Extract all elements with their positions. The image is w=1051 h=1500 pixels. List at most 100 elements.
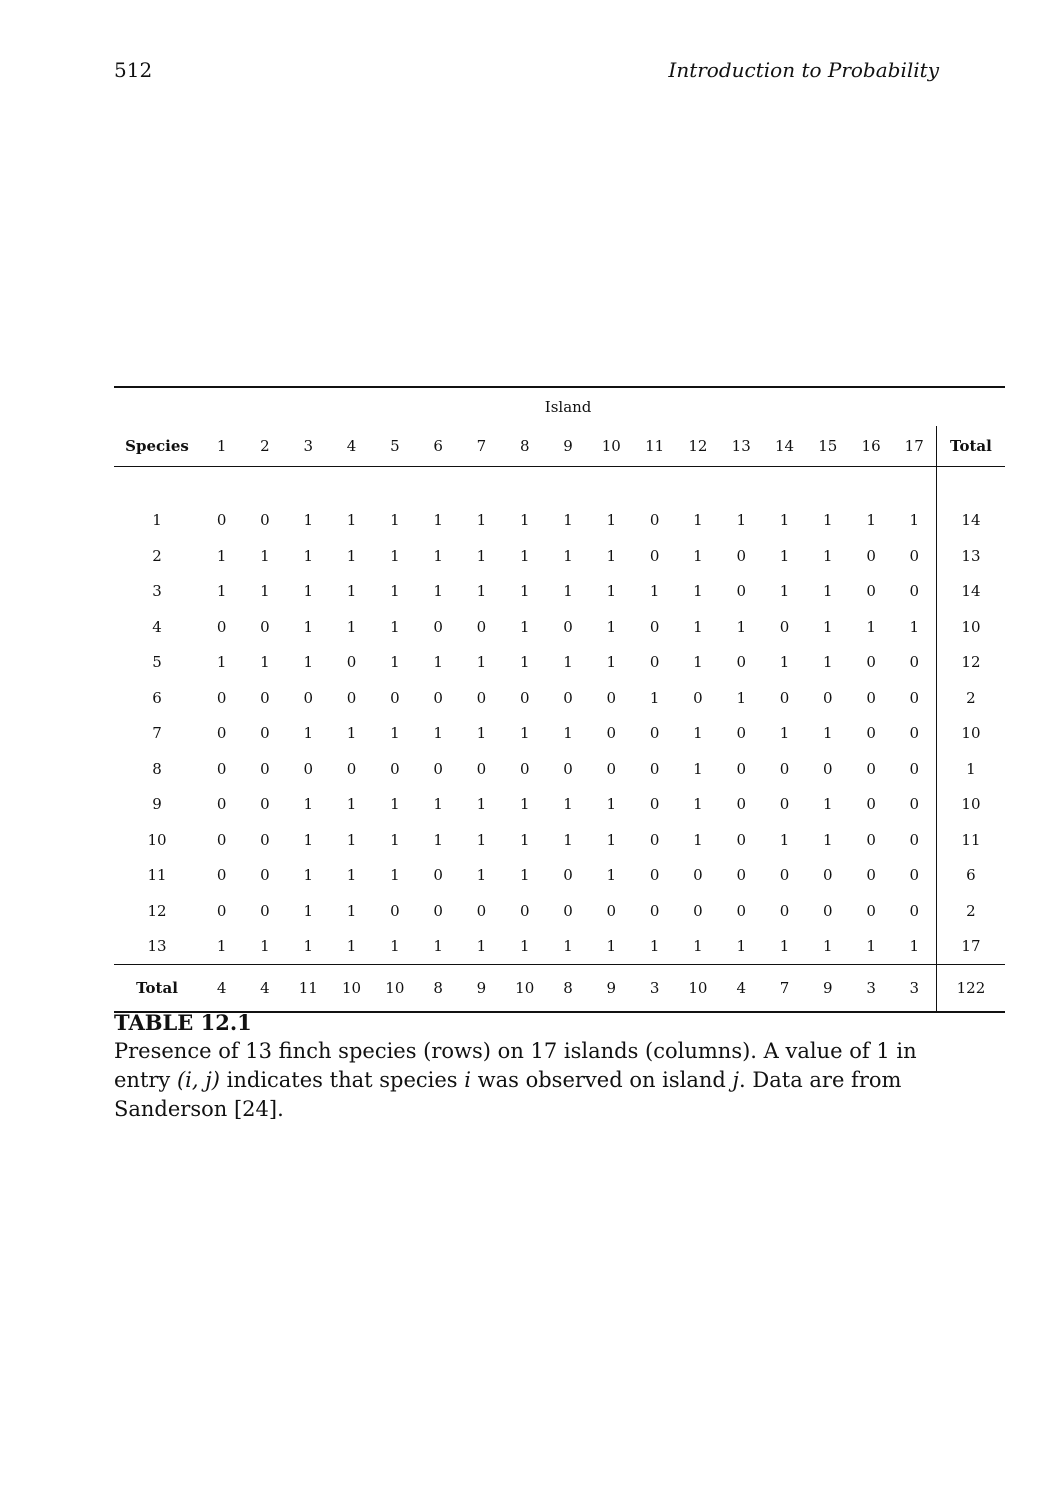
presence-cell: 0 xyxy=(823,759,833,778)
presence-cell: 1 xyxy=(909,617,919,636)
presence-cell: 1 xyxy=(390,582,400,601)
presence-cell: 1 xyxy=(433,830,443,849)
row-total-cell: 10 xyxy=(935,715,1006,751)
presence-cell: 0 xyxy=(260,866,270,885)
presence-cell: 1 xyxy=(216,653,227,672)
presence-cell: 1 xyxy=(693,546,703,565)
total-row: Total 4 4 11 10 10 8 9 10 8 9 3 10 4 7 9 3 3 122 xyxy=(114,964,1006,1013)
presence-cell: 1 xyxy=(476,546,487,565)
presence-cell: 1 xyxy=(346,901,357,920)
presence-cell: 0 xyxy=(390,759,400,778)
presence-cell: 0 xyxy=(909,582,919,601)
presence-cell: 1 xyxy=(303,546,314,565)
presence-cell: 1 xyxy=(433,937,443,956)
presence-cell: 0 xyxy=(866,546,876,565)
presence-cell: 1 xyxy=(563,937,573,956)
caption-text-segment: was observed on island xyxy=(470,1068,733,1092)
presence-cell: 0 xyxy=(649,653,660,672)
presence-cell: 0 xyxy=(519,759,530,778)
presence-cell: 1 xyxy=(303,582,314,601)
presence-cell: 1 xyxy=(476,795,487,814)
presence-cell: 0 xyxy=(563,759,573,778)
presence-cell: 1 xyxy=(346,546,357,565)
presence-cell: 1 xyxy=(606,653,617,672)
presence-cell: 1 xyxy=(563,830,573,849)
island-column-header: 4 xyxy=(329,426,374,467)
presence-cell: 0 xyxy=(216,511,227,530)
caption-text-segment: . Data are from Sanderson [24]. xyxy=(114,1068,902,1121)
caption-title: TABLE 12.1 xyxy=(114,1010,252,1035)
presence-cell: 1 xyxy=(736,688,746,707)
row-total-cell: 10 xyxy=(935,609,1006,645)
presence-cell: 0 xyxy=(260,901,270,920)
presence-cell: 1 xyxy=(390,866,400,885)
table-caption: TABLE 12.1 Presence of 13 finch species … xyxy=(114,1008,944,1124)
row-total-cell: 14 xyxy=(935,573,1006,609)
presence-cell: 1 xyxy=(476,511,487,530)
presence-cell: 0 xyxy=(649,795,660,814)
presence-cell: 0 xyxy=(866,866,876,885)
presence-cell: 1 xyxy=(823,511,833,530)
presence-cell: 1 xyxy=(216,937,227,956)
presence-cell: 0 xyxy=(346,653,357,672)
species-label: 9 xyxy=(152,795,162,814)
presence-cell: 0 xyxy=(260,724,270,743)
presence-cell: 1 xyxy=(216,546,227,565)
island-column-header: 7 xyxy=(459,426,504,467)
presence-cell: 1 xyxy=(563,582,573,601)
presence-cell: 0 xyxy=(606,901,617,920)
presence-cell: 0 xyxy=(563,617,573,636)
presence-cell: 0 xyxy=(866,795,876,814)
column-header-row: Species 1 2 3 4 5 6 7 8 9 10 11 12 13 14 15 16 17 Total xyxy=(114,426,1006,467)
presence-cell: 1 xyxy=(736,511,746,530)
island-column-header: 12 xyxy=(676,426,720,467)
presence-cell: 1 xyxy=(390,830,400,849)
species-label: 6 xyxy=(152,688,162,707)
page-number: 512 xyxy=(114,58,153,82)
species-label: 4 xyxy=(152,617,162,636)
presence-cell: 1 xyxy=(563,795,573,814)
presence-cell: 0 xyxy=(779,688,790,707)
table-row: 10 0 0 1 1 1 1 1 1 1 1 0 1 0 1 1 0 0 11 xyxy=(114,822,1006,858)
presence-cell: 1 xyxy=(519,937,530,956)
total-column-header: Total xyxy=(935,426,1006,467)
presence-cell: 1 xyxy=(693,653,703,672)
presence-cell: 1 xyxy=(693,830,703,849)
island-group-label: Island xyxy=(544,398,592,416)
column-total-cell: 10 xyxy=(503,964,547,1013)
column-total-cell: 10 xyxy=(676,964,720,1013)
presence-cell: 0 xyxy=(909,546,919,565)
presence-cell: 1 xyxy=(866,511,876,530)
column-total-cell: 10 xyxy=(373,964,417,1013)
presence-cell: 0 xyxy=(476,759,487,778)
column-total-cell: 9 xyxy=(589,964,633,1013)
presence-cell: 1 xyxy=(649,582,660,601)
presence-cell: 0 xyxy=(866,582,876,601)
presence-cell: 0 xyxy=(216,901,227,920)
island-column-header: 9 xyxy=(546,426,590,467)
presence-cell: 1 xyxy=(390,546,400,565)
presence-cell: 1 xyxy=(390,937,400,956)
presence-cell: 0 xyxy=(779,759,790,778)
presence-cell: 1 xyxy=(303,901,314,920)
presence-cell: 1 xyxy=(823,724,833,743)
presence-cell: 1 xyxy=(866,937,876,956)
presence-cell: 1 xyxy=(433,724,443,743)
presence-cell: 1 xyxy=(823,582,833,601)
presence-cell: 1 xyxy=(693,511,703,530)
row-total-cell: 10 xyxy=(935,786,1006,822)
presence-cell: 1 xyxy=(779,724,790,743)
presence-cell: 1 xyxy=(606,617,617,636)
table-row: 3 1 1 1 1 1 1 1 1 1 1 1 1 0 1 1 0 0 14 xyxy=(114,573,1006,609)
presence-cell: 1 xyxy=(476,582,487,601)
presence-cell: 0 xyxy=(736,759,746,778)
presence-cell: 1 xyxy=(823,937,833,956)
table-row: 2 1 1 1 1 1 1 1 1 1 1 0 1 0 1 1 0 0 13 xyxy=(114,538,1006,574)
table-row: 11 0 0 1 1 1 0 1 1 0 1 0 0 0 0 0 0 0 6 xyxy=(114,857,1006,893)
row-total-cell: 14 xyxy=(935,502,1006,538)
presence-cell: 0 xyxy=(693,901,703,920)
presence-cell: 0 xyxy=(866,653,876,672)
presence-cell: 1 xyxy=(476,653,487,672)
presence-cell: 0 xyxy=(346,759,357,778)
